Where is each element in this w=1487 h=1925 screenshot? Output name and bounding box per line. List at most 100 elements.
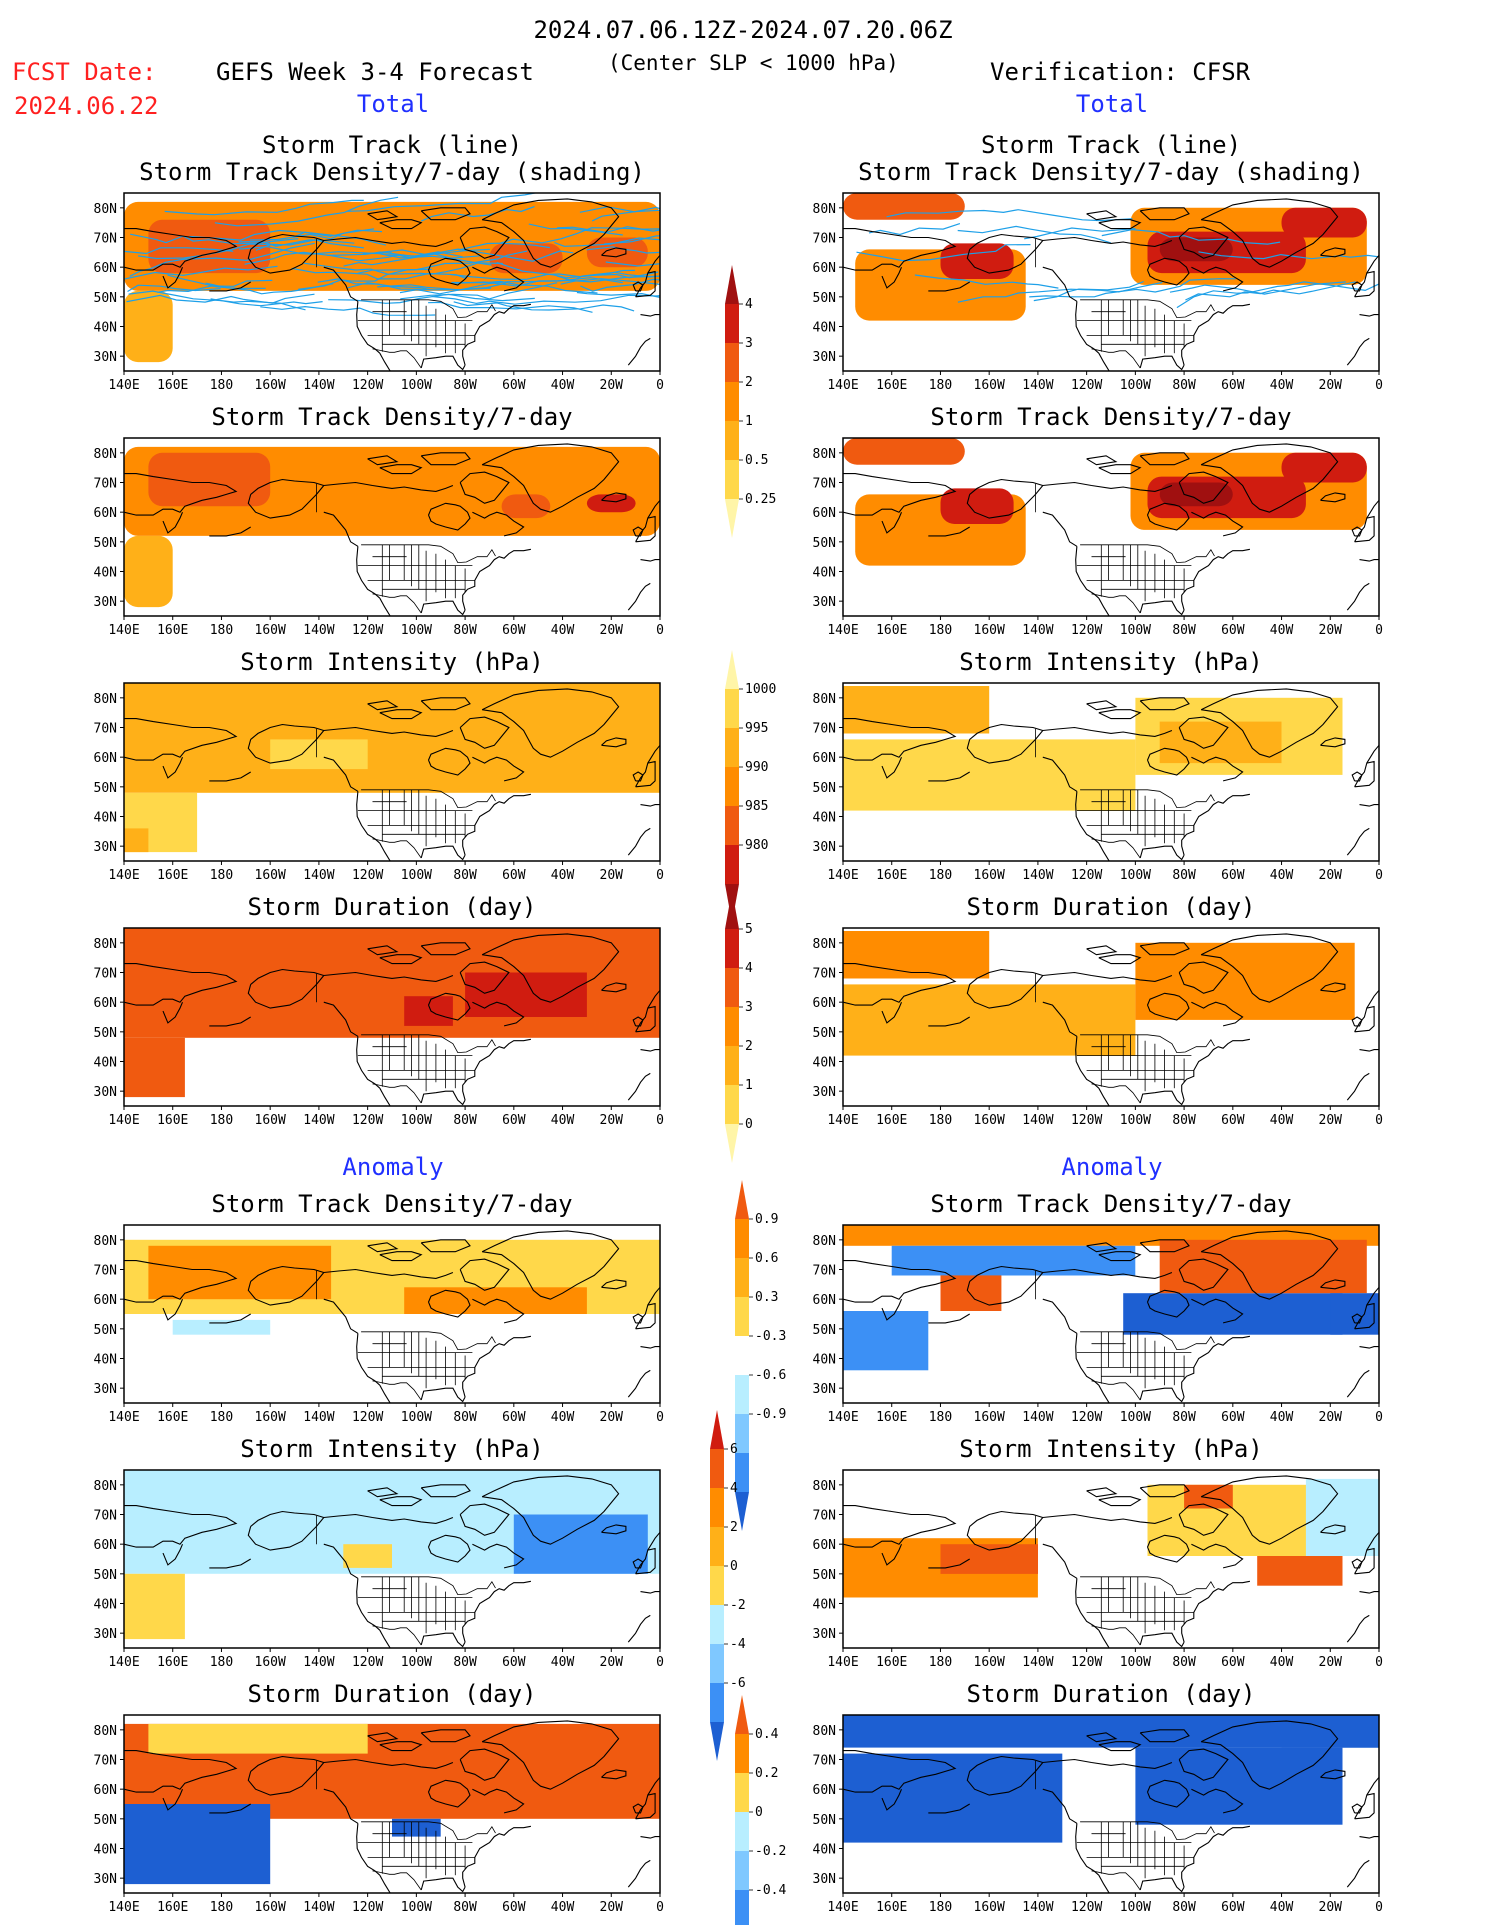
coastline xyxy=(323,481,454,492)
forecast-total-duration-panel: Storm Duration (day) 140E 160E 180 160W 140W… xyxy=(94,893,664,1128)
political-border xyxy=(1091,593,1141,614)
lon-tick-label: 40W xyxy=(1270,1900,1294,1915)
coastline xyxy=(356,791,381,844)
storm-track-line xyxy=(126,293,315,304)
lon-tick-label: 20W xyxy=(1319,1410,1343,1425)
lon-tick-label: 20W xyxy=(600,623,624,638)
coastline xyxy=(647,1286,660,1306)
coastline xyxy=(1191,511,1244,537)
colorbar-label: -0.6 xyxy=(755,1368,786,1383)
lon-tick-label: 120W xyxy=(1071,1113,1102,1128)
political-border xyxy=(372,838,422,859)
coastline xyxy=(1320,737,1346,748)
coastline xyxy=(1146,1534,1190,1563)
lon-tick-label: 60W xyxy=(1221,1655,1245,1670)
coastline xyxy=(1098,1741,1142,1752)
panel-title: Storm Duration (day) xyxy=(967,893,1256,921)
coastline xyxy=(1139,1877,1185,1893)
shading-region xyxy=(843,739,1136,811)
lon-tick-label: 40W xyxy=(551,1655,575,1670)
coastline xyxy=(1042,236,1173,247)
coastline xyxy=(1139,845,1185,861)
coastline xyxy=(379,1874,391,1893)
lon-tick-label: 140W xyxy=(1022,868,1053,883)
colorbar-segment xyxy=(725,382,739,421)
coastline xyxy=(1098,842,1110,861)
lon-tick-label: 40W xyxy=(551,378,575,393)
colorbar-label: -2 xyxy=(730,1598,746,1613)
storm-track-line xyxy=(605,261,660,267)
coastline xyxy=(379,1087,391,1106)
coastline xyxy=(481,1230,620,1300)
coastline xyxy=(601,492,627,503)
lon-tick-label: 60W xyxy=(502,1113,526,1128)
lon-tick-label: 160E xyxy=(157,1655,188,1670)
lon-tick-label: 160W xyxy=(974,868,1005,883)
colorbar-segment xyxy=(725,890,739,929)
coastline xyxy=(379,1384,391,1403)
coastline xyxy=(1191,1543,1244,1569)
lon-tick-label: 140W xyxy=(1022,1410,1053,1425)
map-area xyxy=(843,1225,1379,1403)
storm-track-line xyxy=(1176,281,1379,309)
coastline xyxy=(472,1543,525,1569)
colorbar-segment xyxy=(735,1734,749,1773)
coastline xyxy=(601,1524,627,1535)
shading-region xyxy=(1257,1556,1343,1586)
lat-tick-label: 30N xyxy=(94,1382,117,1397)
coastline xyxy=(1351,1016,1363,1027)
lon-tick-label: 180 xyxy=(929,1900,952,1915)
coastline xyxy=(356,1036,381,1089)
lon-tick-label: 160W xyxy=(974,378,1005,393)
lon-tick-label: 180 xyxy=(210,1655,233,1670)
coastline xyxy=(640,804,660,807)
verification-anomaly-label: Anomaly xyxy=(1061,1153,1162,1181)
lon-tick-label: 20W xyxy=(600,378,624,393)
shading-region xyxy=(148,452,271,507)
shading-region xyxy=(148,1245,332,1300)
lon-tick-label: 80W xyxy=(453,1900,477,1915)
political-border xyxy=(361,544,496,564)
lon-tick-label: 120W xyxy=(1071,1410,1102,1425)
storm-track-line xyxy=(560,278,660,285)
coastline xyxy=(647,254,660,274)
coastline xyxy=(1042,1268,1173,1279)
lon-tick-label: 20W xyxy=(600,1655,624,1670)
panel-title: Storm Track (line) xyxy=(262,131,522,159)
coastline xyxy=(627,1859,651,1888)
coastline xyxy=(1351,771,1363,782)
coastline xyxy=(1098,219,1142,230)
lon-tick-label: 80W xyxy=(1172,1655,1196,1670)
political-border xyxy=(1080,789,1215,809)
coastline xyxy=(1139,1387,1185,1403)
coastline xyxy=(481,443,620,513)
lat-tick-label: 40N xyxy=(94,1598,117,1613)
coastline xyxy=(843,963,957,1006)
coastline xyxy=(1098,1087,1110,1106)
coastline xyxy=(1098,1629,1110,1648)
coastline xyxy=(162,266,184,289)
coastline xyxy=(472,511,525,537)
storm-track-line xyxy=(328,293,535,304)
political-border xyxy=(361,1576,496,1596)
colorbar-segment xyxy=(725,806,739,845)
political-border xyxy=(1080,544,1215,564)
colorbar-segment xyxy=(725,460,739,499)
colorbar-label: 4 xyxy=(730,1481,738,1496)
coastline xyxy=(1042,726,1173,737)
storm-track-line xyxy=(249,228,375,241)
coastline xyxy=(1098,954,1142,965)
coastline xyxy=(379,709,423,720)
coastline xyxy=(1098,1251,1142,1262)
coastline xyxy=(1200,1230,1339,1300)
coastline xyxy=(1191,1788,1244,1814)
lat-tick-label: 80N xyxy=(94,447,117,462)
colorbar-segment xyxy=(735,1219,749,1258)
coastline xyxy=(928,771,970,782)
lat-tick-label: 60N xyxy=(94,261,117,276)
lat-tick-label: 50N xyxy=(813,781,836,796)
coastline xyxy=(928,1313,970,1324)
lon-tick-label: 160E xyxy=(876,868,907,883)
map-area xyxy=(124,1225,660,1403)
colorbar-segment xyxy=(710,1410,724,1449)
